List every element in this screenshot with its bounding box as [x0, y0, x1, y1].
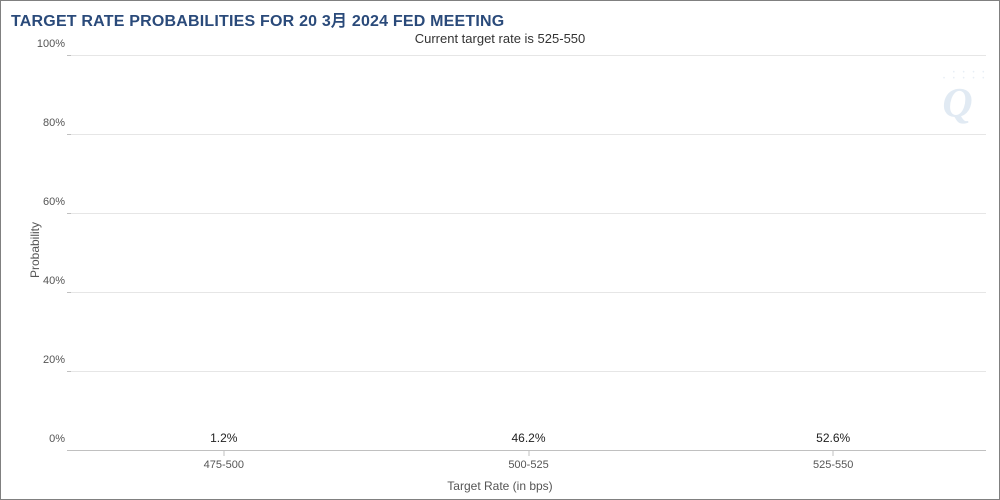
bar-value-label: 52.6%: [816, 431, 850, 445]
plot-area: 0%20%40%60%80%100%1.2%46.2%52.6%475-5005…: [71, 56, 986, 451]
x-axis-label: Target Rate (in bps): [1, 479, 999, 493]
chart-subtitle: Current target rate is 525-550: [1, 31, 999, 46]
y-tick-label: 20%: [43, 354, 65, 366]
x-tick-label: 475-500: [204, 459, 244, 471]
y-tick-label: 0%: [49, 433, 65, 445]
y-tick-label: 60%: [43, 196, 65, 208]
y-tick-label: 40%: [43, 275, 65, 287]
bar-value-label: 46.2%: [511, 431, 545, 445]
x-tick-label: 500-525: [508, 459, 548, 471]
bar-value-label: 1.2%: [210, 431, 237, 445]
y-tick-label: 80%: [43, 117, 65, 129]
x-tick-mark: [223, 451, 224, 456]
y-axis-label: Probability: [28, 222, 42, 278]
x-tick-mark: [833, 451, 834, 456]
y-tick-label: 100%: [37, 38, 65, 50]
x-tick-mark: [528, 451, 529, 456]
bars-container: 1.2% 46.2% 52.6%: [71, 56, 986, 451]
chart-title: TARGET RATE PROBABILITIES FOR 20 3月 2024…: [11, 7, 504, 31]
chart-frame: TARGET RATE PROBABILITIES FOR 20 3月 2024…: [0, 0, 1000, 500]
x-tick-label: 525-550: [813, 459, 853, 471]
